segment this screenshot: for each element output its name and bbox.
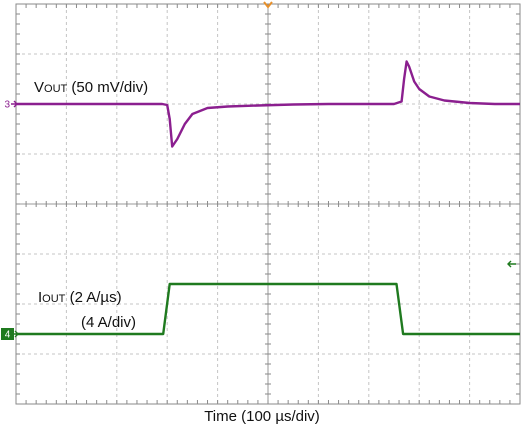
vout-label-sub: OUT xyxy=(44,83,68,95)
trace-iout xyxy=(16,282,520,336)
vout-label: VOUT (50 mV/div) xyxy=(34,79,148,96)
channel-4-marker: 4 xyxy=(1,328,19,341)
trigger-marker-icon xyxy=(263,1,273,9)
plot-frame xyxy=(15,3,521,405)
vout-label-rest: (50 mV/div) xyxy=(67,79,148,96)
channel-3-arrow-icon xyxy=(11,100,18,108)
channel-4-box xyxy=(1,328,14,340)
iout-label-main: I xyxy=(38,289,42,306)
trace-vout xyxy=(16,60,520,148)
grid xyxy=(15,3,521,405)
channel-4-number: 4 xyxy=(5,330,11,341)
channel-3-marker: 3 xyxy=(4,100,18,111)
x-axis-label: Time (100 µs/div) xyxy=(204,408,320,425)
plot-border xyxy=(15,3,521,405)
traces xyxy=(16,60,520,336)
channel-4-right-arrow-icon xyxy=(507,260,516,268)
iout-label-rest: (2 A/µs) xyxy=(65,289,121,306)
iout-label-sub: OUT xyxy=(42,293,66,305)
iout-label-scale: (4 A/div) xyxy=(81,314,136,331)
vout-label-main: V xyxy=(34,79,44,96)
channel-3-number: 3 xyxy=(4,100,10,111)
iout-label: IOUT (2 A/µs) xyxy=(38,289,122,306)
channel-4-arrow-icon xyxy=(13,330,19,338)
